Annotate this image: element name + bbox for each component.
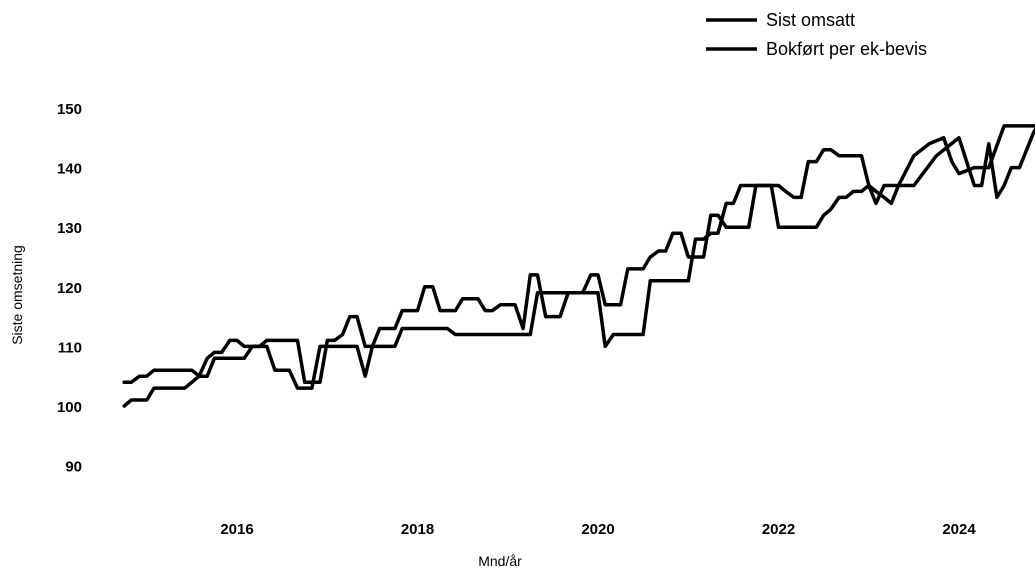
series-line-1 — [122, 124, 1035, 384]
x-axis-ticks: 2016 2018 2020 2022 2024 — [220, 521, 976, 538]
x-axis-label: Mnd/år — [478, 553, 522, 569]
x-tick-label: 2020 — [581, 521, 614, 538]
x-tick-label: 2016 — [220, 521, 253, 538]
x-tick-label: 2022 — [762, 521, 795, 538]
y-tick-label: 100 — [57, 399, 82, 416]
x-tick-label: 2024 — [942, 521, 976, 538]
y-tick-label: 140 — [57, 161, 82, 178]
y-tick-label: 120 — [57, 280, 82, 297]
legend-label-sist-omsatt: Sist omsatt — [766, 10, 855, 30]
y-axis-ticks: 90 100 110 120 130 140 150 — [57, 101, 82, 476]
y-tick-label: 110 — [58, 339, 82, 356]
series-line-0 — [122, 126, 1035, 408]
legend-label-bokfort-per-ek-bevis: Bokført per ek-bevis — [766, 39, 927, 59]
y-tick-label: 90 — [65, 459, 82, 476]
y-tick-label: 150 — [57, 101, 82, 118]
legend: Sist omsatt Bokført per ek-bevis — [706, 10, 927, 59]
y-tick-label: 130 — [57, 220, 82, 237]
plot-area — [122, 124, 1035, 408]
y-axis-label: Siste omsetning — [9, 245, 25, 345]
x-tick-label: 2018 — [401, 521, 434, 538]
